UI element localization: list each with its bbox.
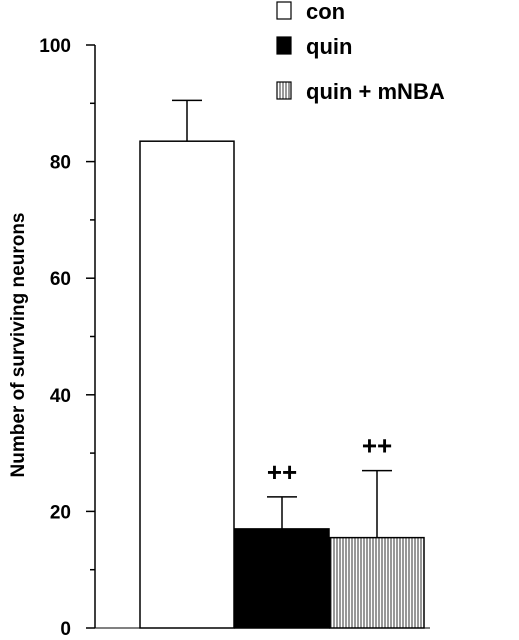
legend-label-2: quin + mNBA <box>306 79 445 104</box>
bars <box>139 140 425 629</box>
y-tick-label: 0 <box>60 619 71 640</box>
legend-label-1: quin <box>306 34 352 59</box>
bar-1 <box>234 528 330 629</box>
y-tick-label: 20 <box>50 502 71 523</box>
annotations: ++ ++ <box>267 431 392 487</box>
legend-label-0: con <box>306 0 345 24</box>
y-tick-label: 100 <box>39 36 71 57</box>
y-tick-label: 60 <box>50 269 71 290</box>
bar-2 <box>329 536 425 629</box>
legend-swatch-2 <box>276 81 292 100</box>
legend-swatch-0 <box>276 1 292 20</box>
error-bars <box>172 99 392 538</box>
legend: con quin quin + mNBA <box>276 0 445 104</box>
bar-0 <box>139 140 235 629</box>
significance-label: ++ <box>362 431 392 461</box>
y-ticks: 0 20 40 60 80 100 <box>39 36 95 640</box>
y-tick-label: 80 <box>50 153 71 174</box>
y-tick-label: 40 <box>50 386 71 407</box>
y-axis-title: Number of surviving neurons <box>8 213 29 478</box>
legend-swatch-1 <box>276 36 292 55</box>
significance-label: ++ <box>267 457 297 487</box>
